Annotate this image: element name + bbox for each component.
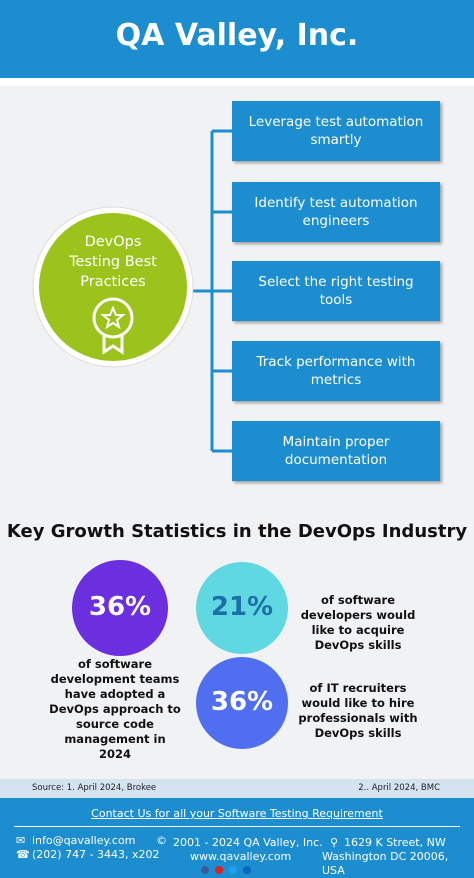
email-icon: ✉ xyxy=(16,834,26,847)
title: QA Valley, Inc. xyxy=(115,18,359,53)
source-right: 2.. April 2024, BMC xyxy=(358,783,440,793)
address-line: 1629 K Street, NW xyxy=(344,836,446,849)
email[interactable]: info@qavalley.com xyxy=(32,834,136,847)
phone-icon: ☎ xyxy=(16,848,30,861)
practice-box: Maintain proper documentation xyxy=(232,421,440,481)
source-bar xyxy=(0,779,474,798)
stat-text: of IT recruiters would like to hire prof… xyxy=(298,681,418,740)
footer xyxy=(0,798,474,878)
practice-box: Track performance with metrics xyxy=(232,341,440,401)
practice-box: Leverage test automation smartly xyxy=(232,101,440,161)
stat-text: of software developers would like to acq… xyxy=(300,593,416,652)
pin-icon: ⚲ xyxy=(330,836,339,849)
copyright-icon: © xyxy=(156,834,167,847)
phone: (202) 747 - 3443, x202 xyxy=(32,848,160,861)
copyright: 2001 - 2024 QA Valley, Inc. xyxy=(173,836,323,849)
stat-value: 36% xyxy=(88,592,152,622)
website[interactable]: www.qavalley.com xyxy=(190,850,292,863)
center-label: DevOps Testing Best Practices xyxy=(69,234,157,290)
stat-value: 21% xyxy=(210,592,274,622)
social-icons[interactable] xyxy=(200,865,260,875)
footer-rule xyxy=(14,826,460,827)
stat-text: of software development teams have adopt… xyxy=(49,657,181,761)
mindmap-graphics xyxy=(32,129,232,453)
practice-box: Identify test automation engineers xyxy=(232,182,440,242)
cta[interactable]: Contact Us for all your Software Testing… xyxy=(91,807,383,820)
stats-title: Key Growth Statistics in the DevOps Indu… xyxy=(6,521,468,542)
stats-circles xyxy=(72,560,288,749)
stat-value: 36% xyxy=(210,687,274,717)
address-line: Washington DC 20006, USA xyxy=(322,850,449,877)
divider xyxy=(0,78,474,86)
source-left: Source: 1. April 2024, Brokee xyxy=(32,783,157,793)
header-bar xyxy=(0,0,474,78)
practice-box: Select the right testing tools xyxy=(232,261,440,321)
